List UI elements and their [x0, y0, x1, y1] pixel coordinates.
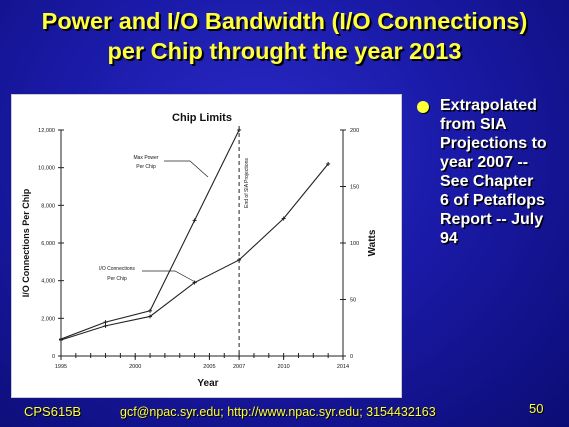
y2-tick-label: 200: [350, 128, 359, 134]
x-tick-label: 2005: [203, 364, 215, 370]
x-tick-label: 2010: [278, 364, 290, 370]
y2-tick-label: 100: [350, 241, 359, 247]
y2-tick-label: 50: [350, 298, 356, 304]
side-note-line: year 2007 --: [440, 154, 529, 171]
chart-panel: Chip Limits 0 2,000 4,000 6,000 8,000 10,000 12…: [11, 94, 402, 398]
y-tick-label: 0: [52, 354, 55, 360]
y-tick-label: 10,000: [38, 166, 55, 172]
leader-line: [164, 160, 209, 178]
page-number: 50: [529, 401, 544, 416]
chart-title: Chip Limits: [172, 112, 232, 124]
y2-axis-label: Watts: [367, 229, 378, 256]
x-tick-label: 1995: [55, 364, 67, 370]
x-tick-label: 2000: [129, 364, 141, 370]
series-line-max-power: [60, 129, 240, 340]
projection-end-label: End of SIA Projections: [244, 158, 250, 208]
series-label: Per Chip: [136, 164, 156, 170]
y2-tick-label: 150: [350, 185, 359, 191]
y-tick-label: 8,000: [41, 203, 55, 209]
slide-title: Power and I/O Bandwidth (I/O Connections…: [0, 6, 569, 66]
side-note-line: Report -- July: [440, 211, 544, 228]
chip-limits-chart: Chip Limits 0 2,000 4,000 6,000 8,000 10,000 12…: [21, 112, 378, 389]
bullet-icon: [417, 101, 429, 113]
side-note-line: Extrapolated: [440, 97, 537, 114]
side-note-line: See Chapter: [440, 173, 534, 190]
side-note-line: Projections to: [440, 135, 547, 152]
course-code: CPS615B: [24, 404, 82, 419]
leader-line: [142, 270, 198, 284]
side-note-line: 94: [440, 230, 458, 247]
title-line-1: Power and I/O Bandwidth (I/O Connections…: [41, 8, 528, 34]
side-note: Extrapolated from SIA Projections to year 2…: [440, 96, 568, 248]
y2-tick-label: 0: [350, 354, 353, 360]
y-tick-label: 4,000: [41, 279, 55, 285]
series-line-io-connections: [60, 163, 329, 341]
x-tick-label: 2007: [233, 364, 245, 370]
series-label: Per Chip: [107, 276, 127, 282]
contact-info: gcf@npac.syr.edu; http://www.npac.syr.ed…: [120, 405, 436, 419]
side-note-line: 6 of Petaflops: [440, 192, 545, 209]
y-tick-label: 12,000: [38, 128, 55, 134]
y-tick-label: 6,000: [41, 241, 55, 247]
title-line-2: per Chip throught the year 2013: [107, 38, 462, 64]
x-tick-label: 2014: [337, 364, 349, 370]
side-note-line: from SIA: [440, 116, 507, 133]
x-axis-label: Year: [197, 378, 218, 389]
y-axis-label: I/O Connections Per Chip: [21, 188, 31, 297]
y-tick-label: 2,000: [41, 316, 55, 322]
series-label: Max Power: [133, 155, 158, 161]
series-label: I/O Connections: [99, 266, 135, 272]
